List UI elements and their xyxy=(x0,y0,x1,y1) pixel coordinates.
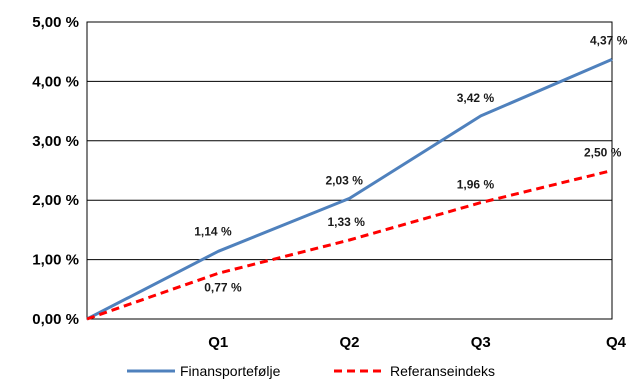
data-label: 1,33 % xyxy=(328,215,366,229)
series-line-finansportefolje xyxy=(86,58,613,321)
data-label: 2,03 % xyxy=(326,173,364,187)
y-tick-label: 4,00 % xyxy=(32,73,79,90)
x-tick-label: Q4 xyxy=(606,334,627,351)
y-tick-label: 2,00 % xyxy=(32,192,79,209)
data-label: 4,37 % xyxy=(590,33,628,47)
plot-frame xyxy=(86,21,613,320)
legend: Finansportefølje Referanseindeks xyxy=(127,363,495,379)
gridlines xyxy=(87,21,612,320)
data-label: 1,14 % xyxy=(194,224,232,238)
legend-label: Finansportefølje xyxy=(180,363,281,379)
data-label: 1,96 % xyxy=(457,178,495,192)
data-labels: 1,14 % 2,03 % 3,42 % 4,37 % 0,77 % 1,33 % 1,96… xyxy=(194,33,627,294)
y-tick-label: 1,00 % xyxy=(32,252,79,269)
series-line-referanseindeks xyxy=(86,169,613,321)
x-axis-tick-labels: Q1 Q2 Q3 Q4 xyxy=(208,334,626,351)
y-tick-label: 3,00 % xyxy=(32,133,79,150)
y-tick-label: 5,00 % xyxy=(32,14,79,31)
series-lines xyxy=(86,58,613,321)
y-axis-tick-labels: 0,00 % 1,00 % 2,00 % 3,00 % 4,00 % 5,00 % xyxy=(32,14,79,328)
x-tick-label: Q1 xyxy=(208,334,228,351)
data-label: 2,50 % xyxy=(584,146,622,160)
legend-label: Referanseindeks xyxy=(390,363,495,379)
plot-border xyxy=(86,21,613,320)
x-tick-label: Q2 xyxy=(339,334,359,351)
y-tick-label: 0,00 % xyxy=(32,311,79,328)
data-label: 3,42 % xyxy=(457,91,495,105)
data-label: 0,77 % xyxy=(204,280,242,294)
x-tick-label: Q3 xyxy=(471,334,491,351)
